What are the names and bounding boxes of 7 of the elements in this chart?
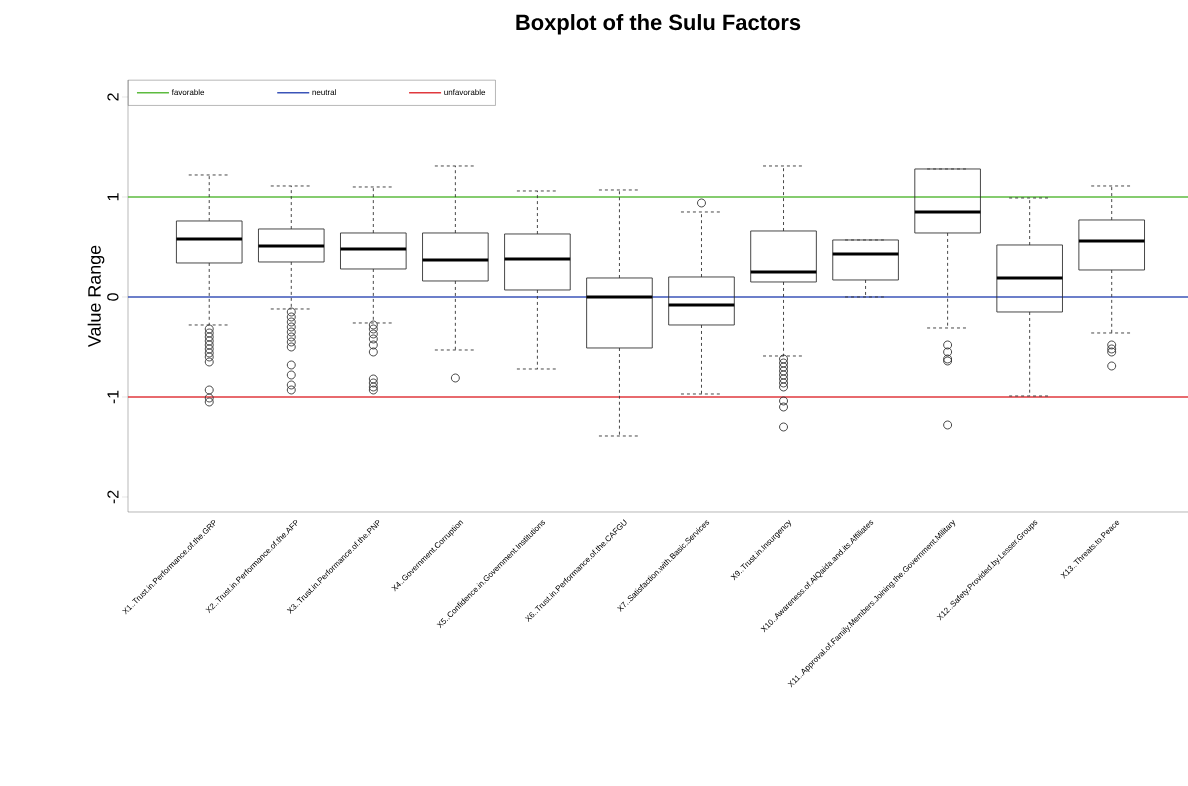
y-tick-label: -2 xyxy=(107,490,119,504)
y-tick-label: 1 xyxy=(107,193,119,201)
y-tick-label: 2 xyxy=(107,93,119,101)
chart-title: Boxplot of the Sulu Factors xyxy=(516,14,801,35)
y-tick-label: 0 xyxy=(107,293,119,301)
y-tick-label: -1 xyxy=(107,390,119,404)
y-axis-title: Value Range xyxy=(87,245,105,348)
